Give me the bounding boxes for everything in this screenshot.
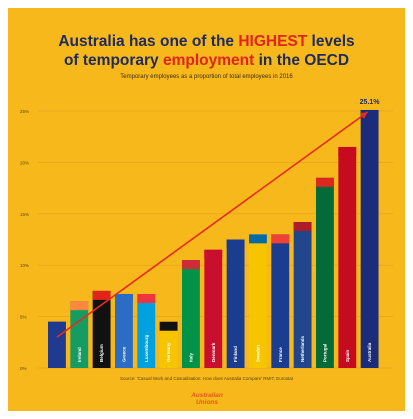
source-note: Source: 'Casual Work and Casualisation: … [120, 376, 293, 381]
bar-label: France [278, 347, 283, 362]
bar-flag-top [293, 222, 312, 232]
bar-label: Germany [166, 342, 171, 362]
bar [137, 293, 156, 368]
bar-label: Sweden [255, 345, 260, 362]
bar [226, 239, 245, 368]
bar [159, 321, 178, 368]
title-line-2: of temporary employment in the OECD [8, 51, 405, 70]
bar-flag-top [204, 249, 223, 259]
chart-subtitle: Temporary employees as a proportion of t… [120, 74, 293, 80]
value-annotation: 25.1% [360, 99, 381, 106]
bar [293, 222, 312, 368]
title-line-1: Australia has one of the HIGHEST levels [8, 32, 405, 51]
title-text: Australia has one of the [58, 33, 239, 50]
bar [249, 234, 267, 368]
bar-flag-top [115, 293, 133, 303]
trend-arrow-head [359, 111, 368, 119]
y-tick-label: 25% [20, 109, 29, 114]
title-text: levels [307, 33, 355, 50]
bar-flag-top [316, 177, 334, 187]
y-tick-label: 5% [20, 315, 27, 320]
y-tick-label: 20% [20, 160, 29, 165]
bar [316, 177, 334, 368]
bar-flag-top [338, 146, 357, 156]
bar-label: Belgium [99, 344, 104, 362]
y-tick-label: 0% [20, 366, 27, 371]
title-highlight: employment [163, 52, 255, 69]
bar-label: Denmark [211, 342, 216, 362]
title-text: of temporary [63, 52, 163, 69]
bar-flag-top [182, 260, 200, 270]
bar-flag-top [271, 234, 290, 244]
bar-chart: 0% 5% 10% 15% 20% 25% Ireland Belgium Greece Luxe… [20, 99, 393, 371]
bar [338, 146, 357, 368]
bar-flag-top [70, 301, 89, 311]
bar-flag-top [48, 321, 66, 331]
bar-label: Portugal [322, 344, 327, 362]
bar-flag-top [92, 290, 111, 300]
title-text: in the OECD [254, 52, 350, 69]
bar [360, 109, 379, 369]
infographic-card: Australia has one of the HIGHEST levels … [8, 8, 405, 411]
bar-label: Spain [345, 349, 350, 362]
bar-label: Australia [367, 342, 372, 362]
bar-flag-top [159, 321, 178, 331]
bar [271, 234, 290, 368]
bar-flag-top [226, 239, 245, 249]
bar-label: Ireland [77, 347, 82, 362]
y-tick-label: 10% [20, 263, 29, 268]
logo: Australian Unions [191, 392, 223, 406]
bar-label: Greece [121, 346, 126, 362]
y-tick-label: 15% [20, 212, 29, 217]
bar-label: Luxembourg [144, 334, 149, 362]
bar-label: Italy [188, 352, 193, 362]
bar-flag-top [137, 293, 156, 303]
trend-arrow [56, 111, 369, 338]
bar-flag-top [249, 234, 267, 244]
title-highlight: HIGHEST [238, 33, 308, 50]
bar [92, 290, 111, 368]
bar [115, 293, 133, 368]
bar-label: Finland [233, 346, 238, 362]
bar-label: Netherlands [300, 335, 305, 362]
bar [204, 249, 223, 368]
bar [182, 260, 200, 368]
bar-flag-top [360, 109, 379, 119]
chart-title: Australia has one of the HIGHEST levels … [8, 32, 405, 70]
